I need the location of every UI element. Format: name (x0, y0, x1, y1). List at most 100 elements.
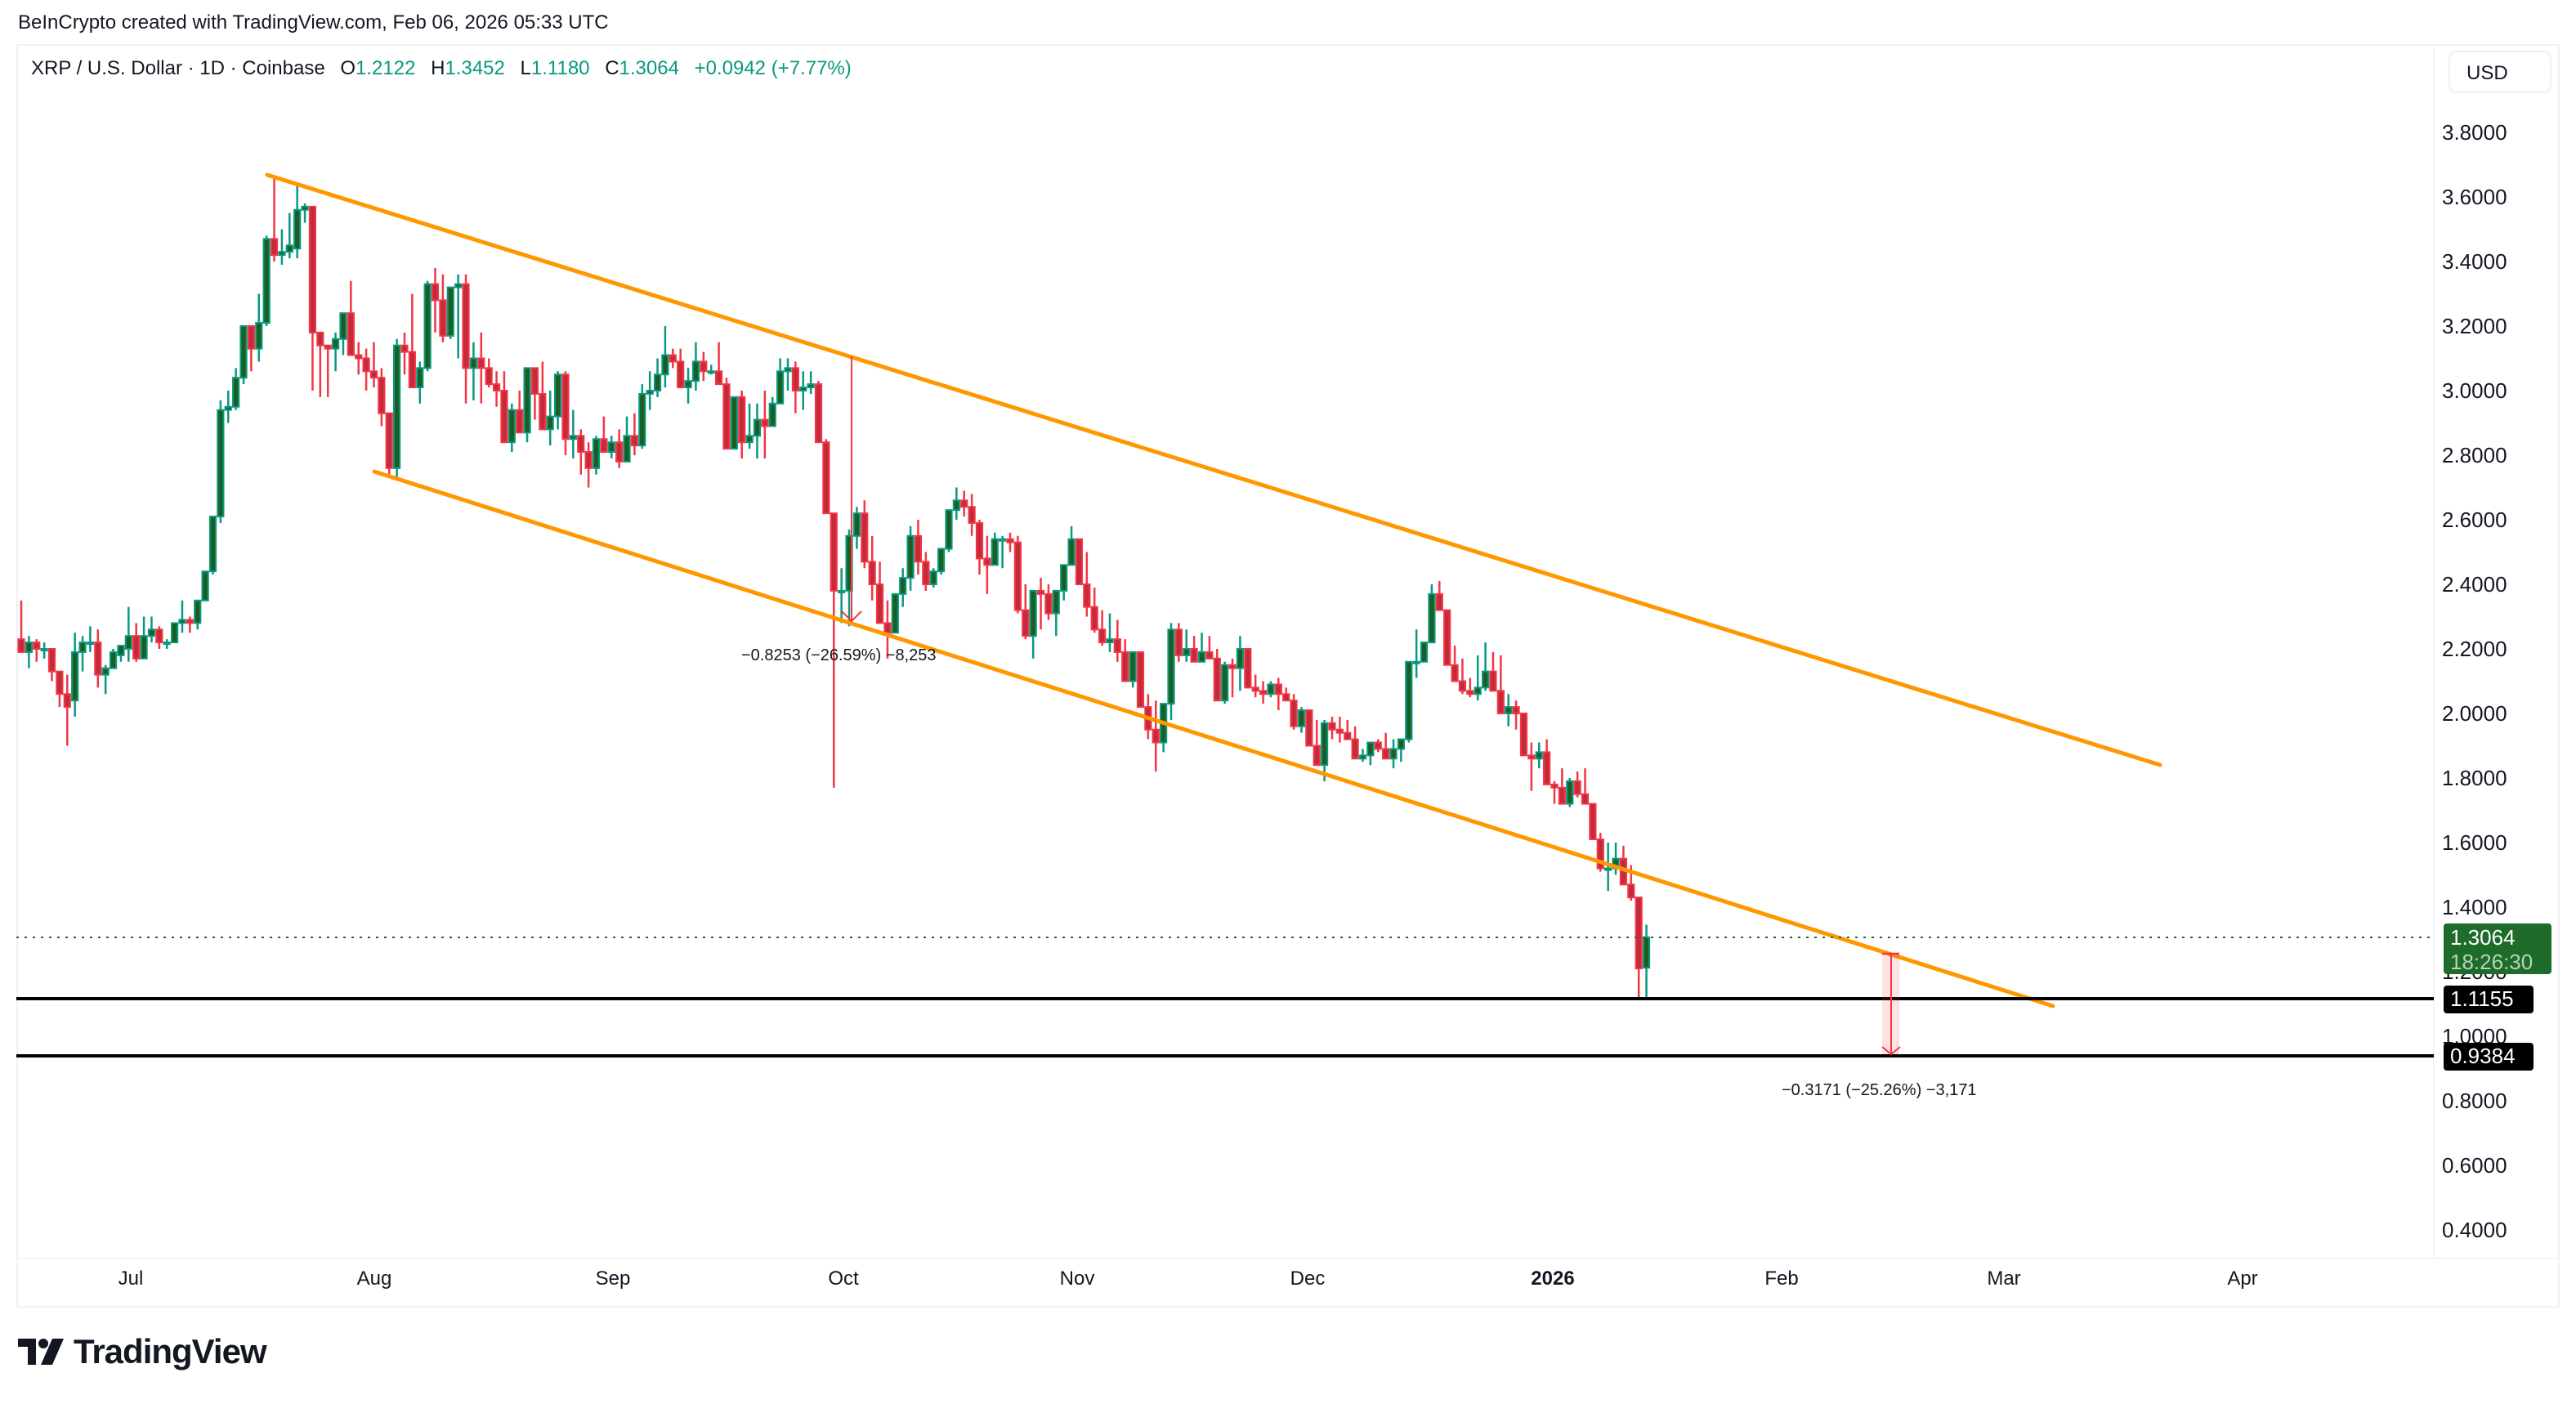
candle (1581, 768, 1590, 805)
candle (25, 636, 33, 668)
candle (1451, 646, 1459, 682)
candle (1535, 742, 1543, 769)
chart-frame[interactable] (16, 44, 2560, 1308)
candle (952, 487, 960, 520)
candle (1443, 609, 1451, 666)
candle (607, 436, 615, 458)
price-tick: 2.2000 (2442, 637, 2507, 661)
candle (1458, 658, 1467, 695)
time-tick: Jul (119, 1268, 144, 1290)
candle (991, 532, 999, 566)
candle (1174, 623, 1183, 662)
time-axis[interactable]: Jul Aug Sep Oct Nov Dec 2026 Feb Mar Apr (119, 1268, 2258, 1290)
candle (1305, 709, 1313, 747)
candle (1029, 589, 1037, 659)
candle (707, 364, 715, 375)
candle (63, 674, 71, 746)
candle (454, 274, 463, 359)
candle (661, 326, 669, 388)
measure-label-feb: −0.3171 (−25.26%) −3,171 (1782, 1081, 1977, 1099)
candle (776, 358, 785, 405)
candle (78, 636, 87, 672)
candle (400, 332, 409, 375)
price-tick: 0.6000 (2442, 1153, 2507, 1178)
channel-upper-line[interactable] (265, 172, 2162, 767)
candle (469, 342, 478, 400)
candle (999, 535, 1007, 569)
candle (109, 649, 118, 669)
symbol-title[interactable]: XRP / U.S. Dollar · 1D · Coinbase (31, 57, 325, 79)
tradingview-logo-icon (18, 1339, 64, 1365)
candle (462, 274, 470, 404)
currency-button[interactable]: USD (2449, 51, 2551, 93)
candle (569, 409, 577, 458)
candle (577, 429, 585, 475)
candle (1160, 703, 1168, 753)
candle (117, 645, 125, 662)
candle (56, 670, 64, 708)
candle (293, 184, 302, 259)
candle (124, 606, 132, 662)
candle (730, 396, 738, 450)
price-tick: 1.8000 (2442, 766, 2507, 790)
candles-layer (17, 177, 1651, 999)
candle (262, 235, 271, 326)
drawings-layer[interactable] (16, 172, 2434, 1057)
candle (1612, 843, 1620, 875)
candle (738, 391, 746, 458)
price-tick: 3.6000 (2442, 185, 2507, 209)
candle (1619, 845, 1628, 886)
price-tick: 2.6000 (2442, 507, 2507, 532)
candle (922, 552, 930, 591)
close-label: C (605, 57, 619, 79)
time-tick: Apr (2227, 1268, 2257, 1290)
candle (1321, 719, 1329, 781)
candle (1474, 655, 1482, 701)
candle (155, 626, 163, 649)
candle (47, 648, 56, 682)
candle (270, 177, 279, 262)
candle (355, 342, 363, 375)
candle (1213, 649, 1221, 702)
candle (1083, 552, 1091, 617)
candle (477, 332, 485, 404)
price-axis[interactable]: 3.8000 3.6000 3.4000 3.2000 3.0000 2.8000 2.60… (2442, 120, 2551, 1242)
candle (40, 642, 48, 659)
candle (646, 371, 654, 410)
price-tick: 3.2000 (2442, 314, 2507, 338)
measure-label-oct: −0.8253 (−26.59%) −8,253 (741, 646, 937, 664)
channel-lower-line[interactable] (372, 469, 2055, 1008)
close-value: 1.3064 (619, 57, 679, 79)
price-tick: 3.0000 (2442, 378, 2507, 403)
candle (899, 568, 907, 607)
time-tick: Aug (357, 1268, 392, 1290)
price-tick: 3.4000 (2442, 249, 2507, 274)
candle (1006, 532, 1014, 552)
candle (101, 664, 110, 695)
candle (516, 391, 524, 434)
candle (132, 623, 141, 662)
level-badge-1[interactable]: 1.1155 (2444, 986, 2534, 1013)
symbol-legend: XRP / U.S. Dollar · 1D · Coinbase O1.212… (31, 57, 852, 80)
candle (331, 332, 340, 372)
tradingview-logo[interactable]: TradingView (18, 1332, 267, 1371)
open-label: O (340, 57, 356, 79)
candle (600, 416, 608, 454)
candle (1435, 581, 1443, 611)
level-badge-2[interactable]: 0.9384 (2444, 1043, 2534, 1071)
tradingview-logo-text: TradingView (74, 1332, 267, 1370)
candle (768, 396, 776, 427)
candle (891, 592, 899, 634)
candle (906, 525, 915, 591)
candle (983, 535, 991, 594)
price-tick: 0.8000 (2442, 1089, 2507, 1113)
candle (1197, 633, 1206, 663)
candle (1573, 771, 1581, 798)
candle (968, 494, 976, 536)
candle (171, 622, 179, 644)
candle (883, 600, 892, 659)
candle (308, 205, 317, 391)
price-tick: 3.8000 (2442, 120, 2507, 145)
